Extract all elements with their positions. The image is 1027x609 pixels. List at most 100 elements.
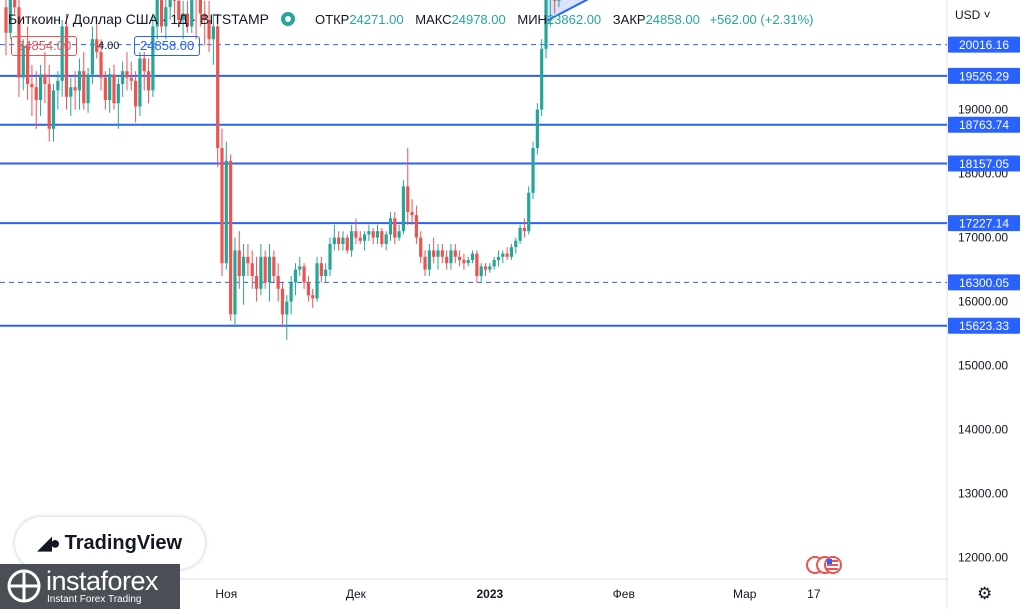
candle-body — [466, 260, 470, 264]
candle-body — [237, 250, 241, 276]
y-tick-label: 19000.00 — [958, 103, 1008, 117]
candle-body — [185, 13, 190, 27]
tradingview-wordmark: TradingView — [64, 531, 183, 554]
ask-value: 24858.00 — [134, 36, 201, 56]
price-axis-labels: 25400.0820016.1616300.0528002.8624667.52… — [948, 36, 1020, 334]
candle-body — [462, 260, 466, 264]
candle-body — [540, 48, 544, 110]
candle-body — [531, 148, 535, 193]
level-price-label: 15623.33 — [959, 319, 1009, 333]
candle-body — [56, 80, 60, 91]
candle-body — [47, 84, 51, 129]
candle-body — [475, 253, 479, 276]
candle-body — [522, 228, 526, 232]
candle-body — [293, 269, 298, 283]
tradingview-logo[interactable]: ◢● TradingView — [15, 517, 205, 569]
market-status-icon — [281, 12, 296, 26]
candle-body — [112, 74, 116, 104]
candle-body — [419, 237, 423, 257]
candle-body — [311, 295, 315, 299]
candle-body — [440, 250, 444, 257]
candle-body — [17, 7, 21, 78]
candle-body — [341, 237, 345, 244]
currency-dropdown[interactable]: USD ˅ — [955, 8, 991, 22]
sell-price-button[interactable]: 24854.00 — [11, 36, 78, 56]
candle-body — [51, 90, 56, 129]
level-price-label-box — [948, 274, 1020, 291]
instaforex-slogan: Instant Forex Trading — [47, 594, 142, 605]
level-price-label-box — [948, 215, 1020, 232]
candle-body — [397, 231, 401, 238]
candle-body — [332, 237, 336, 244]
candle-body — [26, 45, 30, 84]
level-price-label: 18157.05 — [959, 157, 1009, 171]
candle-body — [488, 266, 492, 270]
candle-body — [553, 0, 557, 1]
settings-gear-icon[interactable]: ⚙ — [977, 584, 993, 603]
ohlc-legend: ОТКР24271.00 МАКС24978.00 МИН23862.00 ЗА… — [307, 12, 813, 27]
candle-body — [30, 84, 34, 88]
candle-body — [129, 77, 133, 81]
candle-body — [69, 87, 73, 97]
level-price-label: 16300.05 — [959, 276, 1009, 290]
candle-body — [362, 234, 367, 241]
candle-body — [155, 0, 159, 27]
candle-body — [190, 0, 194, 27]
x-tick-label: 17 — [807, 587, 821, 601]
candle-body — [229, 160, 233, 315]
y-tick-label: 17000.00 — [958, 231, 1008, 245]
candle-body — [410, 212, 414, 216]
level-price-label-box — [948, 36, 1020, 53]
candle-body — [99, 52, 103, 78]
candle-body — [302, 266, 306, 283]
time-axis-ticks: Ноя Дек 2023 Фев Мар 17 — [215, 587, 820, 601]
candle-body — [142, 58, 146, 72]
x-tick-label: 2023 — [476, 587, 503, 601]
candle-body — [267, 256, 272, 283]
candle-body — [250, 263, 254, 276]
candle-body — [116, 84, 120, 104]
open-label: ОТКР — [315, 11, 350, 27]
level-price-label: 20016.16 — [959, 38, 1009, 52]
events-flag-icon[interactable] — [805, 555, 843, 575]
y-tick-label: 12000.00 — [958, 551, 1008, 565]
candle-body — [414, 215, 418, 238]
candle-body — [544, 0, 548, 49]
candle-body — [151, 26, 155, 91]
candle-body — [242, 256, 246, 276]
level-price-label-box — [948, 317, 1020, 334]
chevron-down-icon: ˅ — [980, 8, 991, 22]
x-tick-label: Дек — [346, 587, 367, 601]
candle-body — [198, 0, 202, 14]
candle-body — [384, 234, 388, 244]
candle-body — [13, 0, 17, 8]
buy-price-button[interactable]: 24858.00 — [134, 36, 201, 56]
bid-value: 24854.00 — [11, 36, 78, 56]
candle-body — [77, 71, 82, 91]
candle-body — [470, 253, 475, 260]
candle-body — [280, 288, 285, 315]
symbol-title[interactable]: Биткоин / Доллар США · 1Д · BITSTAMP — [8, 11, 270, 27]
candle-body — [458, 256, 462, 260]
candle-body — [324, 269, 328, 276]
low-label: МИН — [517, 11, 547, 27]
candle-body — [220, 148, 224, 264]
candle-body — [337, 237, 341, 244]
candle-body — [216, 26, 220, 148]
candle-body — [203, 13, 207, 20]
candle-body — [73, 87, 77, 91]
candle-body — [272, 256, 276, 276]
candle-body — [43, 74, 47, 84]
instaforex-brand: instaforex — [46, 566, 159, 596]
candle-body — [224, 160, 228, 264]
candle-body — [21, 45, 25, 78]
candle-body — [483, 266, 488, 270]
candle-body — [535, 109, 539, 148]
candle-body — [86, 74, 90, 104]
level-price-label-box — [948, 116, 1020, 133]
candle-body — [259, 256, 263, 289]
tradingview-mark-icon: ◢● — [37, 532, 61, 553]
low-value: 23862.00 — [546, 11, 602, 27]
candle-body — [557, 0, 561, 1]
